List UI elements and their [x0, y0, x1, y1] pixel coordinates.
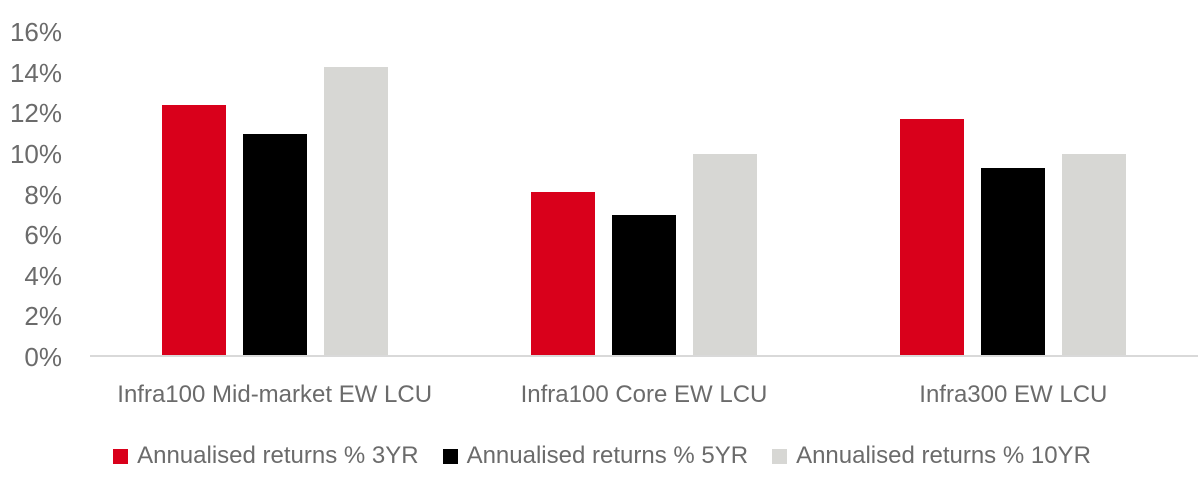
- y-axis-tick-label: 2%: [24, 301, 62, 332]
- legend-label: Annualised returns % 5YR: [466, 442, 749, 469]
- legend-item: Annualised returns % 3YR: [113, 442, 419, 470]
- bar-series-1: [530, 192, 595, 357]
- legend-item: Annualised returns % 10YR: [772, 442, 1091, 470]
- bar-series-2: [611, 214, 676, 357]
- y-axis-tick-label: 8%: [24, 179, 62, 210]
- x-axis-line: [90, 355, 1198, 357]
- bar-series-2: [242, 133, 307, 357]
- legend-label: Annualised returns % 10YR: [796, 442, 1091, 469]
- y-axis-tick-label: 4%: [24, 260, 62, 291]
- bar-group: [829, 32, 1198, 357]
- x-axis-category-label: Infra100 Mid-market EW LCU: [117, 381, 433, 408]
- bar-series-3: [692, 153, 757, 357]
- legend-swatch-icon: [442, 448, 458, 464]
- bar-series-3: [1062, 153, 1127, 357]
- legend-item: Annualised returns % 5YR: [442, 442, 749, 470]
- y-axis-tick-label: 0%: [24, 342, 62, 372]
- bar-series-1: [900, 119, 965, 357]
- x-axis-category-label: Infra100 Core EW LCU: [520, 381, 768, 408]
- bar-series-3: [323, 66, 388, 357]
- y-axis-tick-label: 14%: [9, 57, 62, 88]
- y-axis-tick-label: 12%: [9, 98, 62, 129]
- bar-groups: [90, 32, 1198, 357]
- bar-group: [90, 32, 459, 357]
- legend-swatch-icon: [772, 448, 788, 464]
- bar-series-1: [161, 105, 226, 357]
- bar-group: [459, 32, 828, 357]
- y-axis-tick-label: 6%: [24, 220, 62, 251]
- y-axis-tick-label: 16%: [9, 17, 62, 47]
- legend: Annualised returns % 3YR Annualised retur…: [0, 442, 1204, 470]
- legend-label: Annualised returns % 3YR: [137, 442, 419, 469]
- y-axis-tick-label: 10%: [9, 138, 62, 169]
- plot-area: [90, 32, 1198, 357]
- bar-series-2: [981, 168, 1046, 357]
- x-axis-labels: Infra100 Mid-market EW LCU Infra100 Core …: [90, 381, 1198, 410]
- x-axis-category-label: Infra300 EW LCU: [919, 381, 1108, 408]
- legend-swatch-icon: [113, 448, 129, 464]
- y-axis: 0% 2% 4% 6% 8% 10% 12% 14% 16%: [0, 0, 62, 491]
